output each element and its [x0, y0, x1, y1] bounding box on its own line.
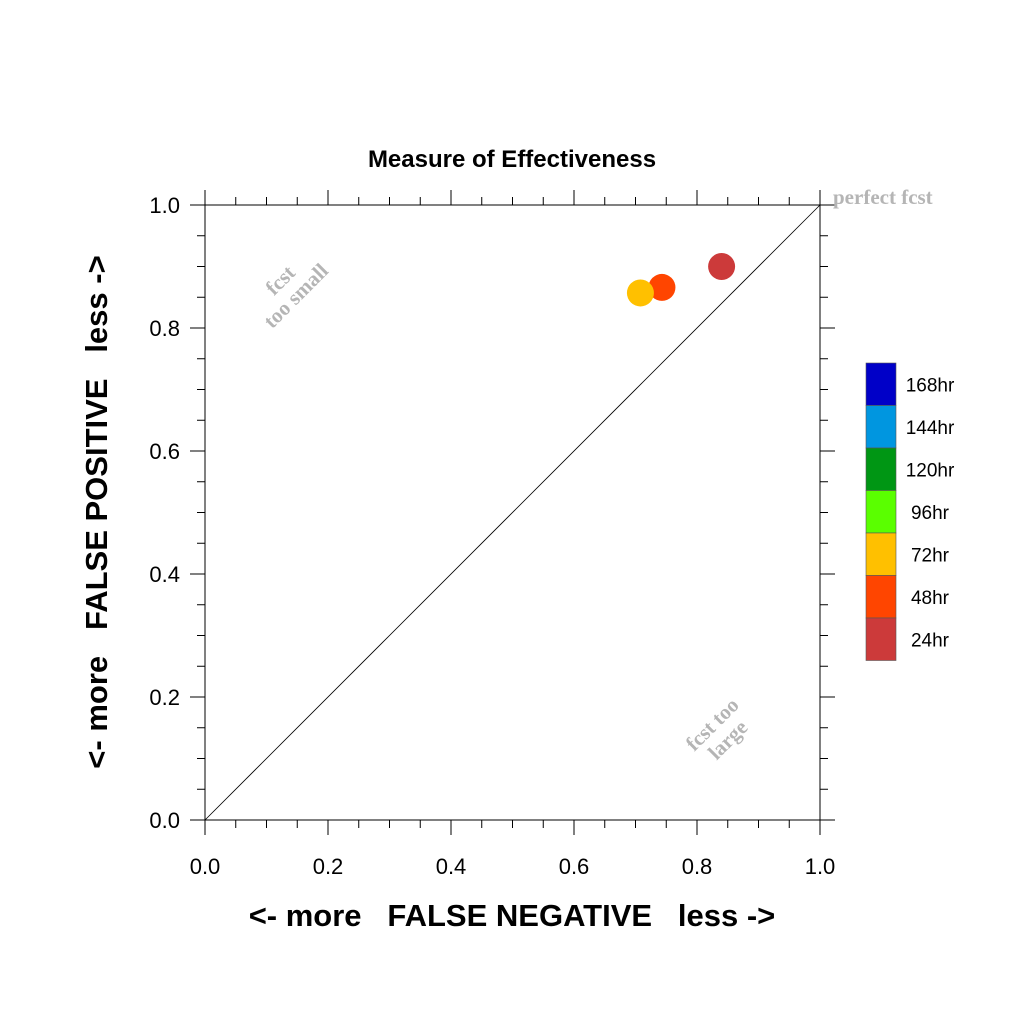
chart-title: Measure of Effectiveness [368, 146, 656, 173]
x-tick-labels: 0.0 0.2 0.4 0.6 0.8 1.0 [190, 854, 836, 879]
perfect-forecast-annotation: perfect fcst [833, 185, 933, 209]
x-tick-label: 0.6 [559, 854, 590, 879]
legend: 168hr 144hr 120hr 96hr 72hr 48hr 24hr [865, 362, 955, 661]
legend-label-168hr: 168hr [906, 375, 955, 396]
x-tick-label: 0.8 [682, 854, 713, 879]
axis-ticks [190, 190, 835, 835]
x-tick-label: 1.0 [805, 854, 836, 879]
legend-label-144hr: 144hr [906, 418, 955, 439]
legend-label-96hr: 96hr [911, 503, 950, 524]
point-24hr [708, 253, 736, 280]
legend-label-120hr: 120hr [906, 460, 955, 481]
legend-swatch-168hr [865, 362, 897, 406]
perfect-forecast-diagonal [204, 204, 821, 821]
legend-swatch-96hr [865, 490, 897, 534]
too-small-annotation-line-2: too small [259, 259, 333, 333]
legend-label-24hr: 24hr [911, 630, 950, 651]
y-tick-labels: 0.0 0.2 0.4 0.6 0.8 1.0 [149, 193, 180, 833]
legend-swatch-24hr [865, 617, 897, 661]
y-tick-label: 0.0 [149, 808, 180, 833]
y-tick-label: 1.0 [149, 193, 180, 218]
data-points [626, 253, 736, 307]
too-small-annotation: fcst too small [259, 259, 333, 333]
x-tick-label: 0.2 [313, 854, 344, 879]
y-tick-label: 0.4 [149, 562, 180, 587]
x-axis-label: <- more FALSE NEGATIVE less -> [249, 898, 776, 933]
too-large-annotation: fcst too large [681, 693, 752, 764]
legend-swatch-48hr [865, 575, 897, 619]
legend-swatch-72hr [865, 532, 897, 576]
legend-swatch-120hr [865, 447, 897, 491]
y-tick-label: 0.6 [149, 439, 180, 464]
y-axis-label: <- more FALSE POSITIVE less -> [79, 255, 114, 768]
x-tick-label: 0.0 [190, 854, 221, 879]
y-tick-label: 0.8 [149, 316, 180, 341]
legend-swatch-144hr [865, 405, 897, 449]
legend-label-72hr: 72hr [911, 545, 950, 566]
legend-label-48hr: 48hr [911, 588, 950, 609]
y-tick-label: 0.2 [149, 685, 180, 710]
x-tick-label: 0.4 [436, 854, 467, 879]
point-48hr [648, 273, 676, 301]
point-72hr [626, 279, 654, 307]
